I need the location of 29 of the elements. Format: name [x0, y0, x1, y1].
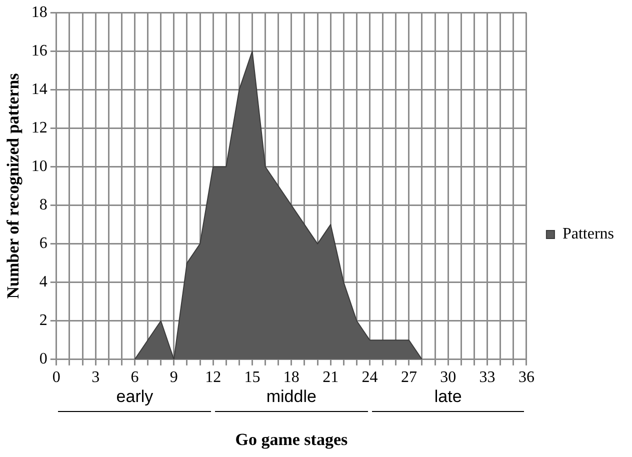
y-tick-label: 10	[31, 158, 48, 175]
legend-label: Patterns	[562, 226, 614, 243]
y-tick-label: 4	[39, 274, 48, 291]
y-tick-label: 6	[39, 235, 48, 252]
y-tick-label: 8	[39, 196, 48, 214]
x-tick-label: 24	[362, 369, 378, 386]
y-tick-label: 16	[31, 42, 48, 60]
x-tick-label: 12	[205, 369, 222, 386]
x-tick-label: 9	[170, 369, 178, 386]
y-axis-title: Number of recognized patterns	[4, 72, 23, 299]
x-tick-label: 33	[479, 369, 496, 386]
x-tick-label: 0	[52, 369, 60, 386]
y-tick-label: 2	[39, 312, 48, 330]
x-tick-label: 21	[322, 369, 339, 386]
x-axis-title: Go game stages	[235, 430, 348, 450]
x-tick-label: 27	[400, 369, 417, 386]
text: late	[433, 387, 463, 408]
text: middle	[265, 387, 318, 408]
y-tick-label: 14	[31, 80, 48, 98]
y-tick-label: 12	[31, 119, 48, 136]
x-tick-label: 36	[518, 369, 534, 386]
x-tick-label: 3	[92, 369, 100, 386]
x-tick-label: 15	[244, 369, 260, 386]
y-tick-label: 0	[39, 350, 48, 368]
y-tick-label: 18	[31, 4, 48, 21]
x-tick-label: 6	[130, 369, 139, 386]
text: early	[115, 387, 154, 408]
x-tick-label: 18	[283, 369, 300, 386]
x-tick-label: 30	[440, 369, 456, 386]
